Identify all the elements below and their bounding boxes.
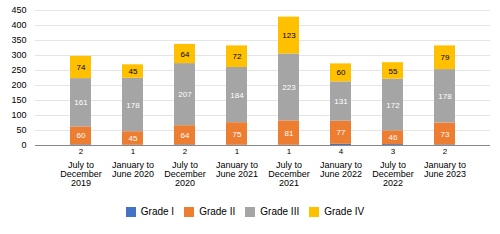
svg-text:161: 161 xyxy=(74,98,88,107)
svg-text:1: 1 xyxy=(131,147,136,156)
svg-text:200: 200 xyxy=(11,80,26,90)
svg-text:450: 450 xyxy=(11,5,26,15)
svg-text:January toJune 2023: January toJune 2023 xyxy=(424,160,466,179)
svg-text:100: 100 xyxy=(11,110,26,120)
svg-text:184: 184 xyxy=(230,91,244,100)
svg-text:45: 45 xyxy=(129,134,138,143)
svg-text:60: 60 xyxy=(337,68,346,77)
svg-text:75: 75 xyxy=(233,130,242,139)
svg-text:2: 2 xyxy=(79,147,84,156)
svg-text:July toDecember2022: July toDecember2022 xyxy=(372,160,414,188)
svg-text:178: 178 xyxy=(438,92,452,101)
svg-text:45: 45 xyxy=(129,67,138,76)
svg-text:50: 50 xyxy=(16,125,26,135)
svg-text:250: 250 xyxy=(11,65,26,75)
svg-text:223: 223 xyxy=(282,83,296,92)
svg-text:1: 1 xyxy=(287,147,292,156)
svg-text:300: 300 xyxy=(11,50,26,60)
svg-text:81: 81 xyxy=(285,129,294,138)
svg-text:4: 4 xyxy=(339,147,344,156)
svg-text:60: 60 xyxy=(77,131,86,140)
svg-text:64: 64 xyxy=(181,50,190,59)
svg-text:73: 73 xyxy=(441,130,450,139)
html-text:Grade IV: Grade IV xyxy=(324,206,365,217)
svg-text:0: 0 xyxy=(21,140,26,150)
svg-text:January toJune 2022: January toJune 2022 xyxy=(320,160,362,179)
svg-text:July toDecember2021: July toDecember2021 xyxy=(268,160,310,188)
svg-text:150: 150 xyxy=(11,95,26,105)
svg-text:400: 400 xyxy=(11,20,26,30)
svg-text:77: 77 xyxy=(337,128,346,137)
html-text:Grade III: Grade III xyxy=(260,206,300,217)
svg-text:123: 123 xyxy=(282,31,296,40)
svg-text:1: 1 xyxy=(235,147,240,156)
svg-text:January toJune 2021: January toJune 2021 xyxy=(216,160,258,179)
svg-text:2: 2 xyxy=(443,147,448,156)
svg-text:131: 131 xyxy=(334,97,348,106)
svg-text:January toJune 2020: January toJune 2020 xyxy=(112,160,154,179)
html-text:Grade II: Grade II xyxy=(199,206,236,217)
svg-text:72: 72 xyxy=(233,52,242,61)
svg-text:178: 178 xyxy=(126,101,140,110)
svg-text:3: 3 xyxy=(391,147,396,156)
svg-text:74: 74 xyxy=(77,63,86,72)
svg-text:350: 350 xyxy=(11,35,26,45)
svg-text:172: 172 xyxy=(386,101,400,110)
svg-text:64: 64 xyxy=(181,131,190,140)
svg-text:46: 46 xyxy=(389,133,398,142)
svg-text:July toDecember2020: July toDecember2020 xyxy=(164,160,206,188)
svg-text:55: 55 xyxy=(389,67,398,76)
html-text:Grade I: Grade I xyxy=(140,206,175,217)
svg-text:207: 207 xyxy=(178,90,192,99)
svg-text:2: 2 xyxy=(183,147,188,156)
svg-text:79: 79 xyxy=(441,53,450,62)
svg-text:July toDecember2019: July toDecember2019 xyxy=(60,160,102,188)
